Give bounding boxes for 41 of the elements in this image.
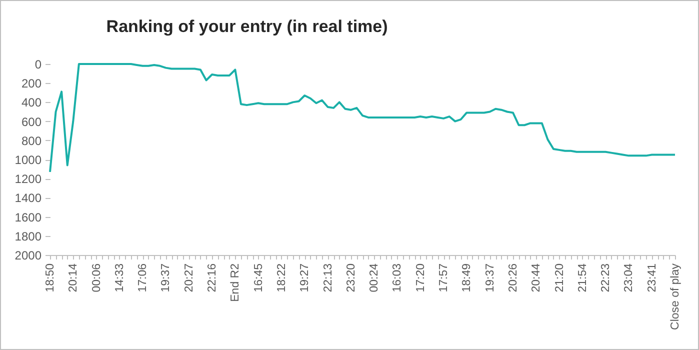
y-tick-label: 1800 [14, 229, 42, 244]
y-tick-label: 200 [21, 76, 42, 91]
y-tick-label: 1200 [14, 172, 42, 186]
y-tick-label: 800 [21, 134, 42, 148]
y-tick-label: 1400 [14, 191, 42, 206]
x-tick-label: 21:54 [576, 262, 589, 292]
y-tick-label: 0 [34, 58, 42, 72]
x-tick-label: 23:20 [345, 264, 358, 292]
x-tick-label: 20:26 [507, 264, 520, 292]
x-tick-label: 18:49 [461, 264, 474, 292]
line-series [49, 63, 676, 173]
x-tick-label: 22:23 [600, 264, 612, 292]
y-tick-label: 600 [21, 114, 42, 129]
x-tick-label: 23:04 [623, 262, 636, 292]
x-tick-label: 22:13 [322, 264, 334, 292]
x-tick-label: 18:22 [276, 264, 288, 292]
x-tick-label: 21:20 [554, 264, 566, 292]
chart-title: Ranking of your entry (in real time) [106, 17, 388, 36]
x-tick-label: 00:24 [368, 262, 381, 292]
x-tick-label: 00:06 [90, 264, 103, 292]
x-tick-label: 20:44 [530, 262, 543, 292]
x-tick-label: Close of play [670, 263, 682, 330]
y-tick-label: 1600 [14, 210, 42, 224]
y-tick-label: 400 [21, 96, 42, 110]
x-tick-label: 17:20 [414, 264, 427, 292]
x-tick-label: 19:27 [299, 264, 312, 292]
x-tick-label: 19:37 [484, 264, 496, 292]
x-tick-label: End R2 [230, 264, 242, 302]
y-tick-label: 2000 [14, 248, 42, 262]
x-tick-label: 16:03 [392, 264, 404, 292]
x-tick-label: 17:06 [137, 264, 150, 292]
x-tick-label: 23:41 [646, 264, 658, 292]
x-tick-label: 17:57 [438, 264, 450, 292]
x-tick-label: 20:14 [68, 262, 80, 292]
y-tick-label: 1000 [14, 153, 42, 167]
x-tick-label: 18:50 [44, 264, 56, 292]
x-tick-label: 19:37 [160, 264, 172, 292]
x-tick-label: 16:45 [252, 264, 265, 292]
x-tick-label: 22:16 [206, 264, 219, 292]
x-tick-label: 14:33 [114, 264, 126, 292]
x-tick-label: 20:27 [183, 264, 196, 292]
